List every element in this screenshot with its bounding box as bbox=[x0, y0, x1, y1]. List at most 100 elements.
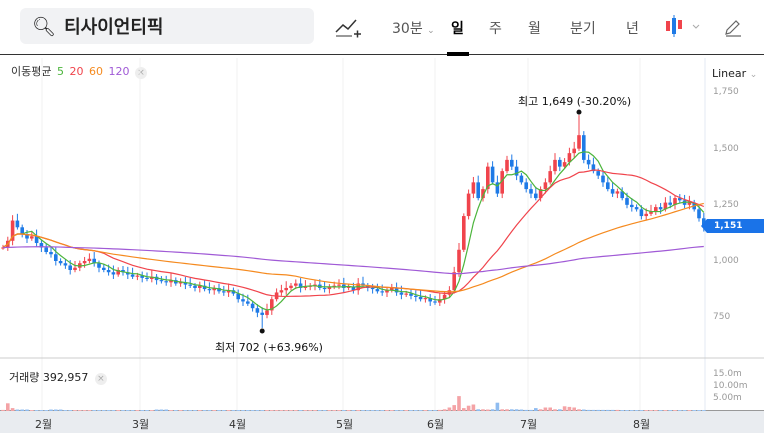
tab-quarter[interactable]: 분기 bbox=[570, 21, 596, 37]
candle-body bbox=[442, 294, 447, 300]
scale-dropdown[interactable]: Linear ⌄ bbox=[712, 67, 757, 80]
search-input[interactable]: 🔍︎ 티사이언티픽 bbox=[20, 8, 314, 44]
candle-body bbox=[15, 220, 20, 228]
volume-bar bbox=[274, 410, 279, 411]
add-indicator-icon[interactable] bbox=[334, 14, 364, 44]
volume-bar bbox=[116, 410, 120, 411]
volume-bar bbox=[327, 410, 332, 411]
interval-dropdown[interactable]: 30분 ⌄ bbox=[392, 18, 435, 38]
candle-body bbox=[673, 198, 677, 205]
volume-bar bbox=[380, 410, 384, 411]
volume-bar bbox=[289, 410, 293, 411]
chevron-down-icon: ⌄ bbox=[749, 70, 758, 80]
y-tick: 1,500 bbox=[713, 144, 739, 154]
volume-bar bbox=[399, 410, 404, 411]
volume-bar bbox=[6, 403, 10, 411]
volume-bar bbox=[140, 410, 144, 411]
candle-body bbox=[260, 312, 264, 315]
volume-bar bbox=[673, 410, 677, 411]
volume-bar bbox=[356, 410, 360, 411]
candle-body bbox=[265, 310, 269, 315]
candle-body bbox=[178, 282, 183, 284]
volume-bar bbox=[226, 410, 231, 411]
month-label: 3월 bbox=[132, 418, 150, 431]
candle-body bbox=[529, 189, 533, 194]
low-annotation: 최저 702 (+63.96%) bbox=[215, 341, 323, 354]
high-marker bbox=[576, 109, 582, 115]
volume-bar bbox=[92, 410, 96, 411]
volume-bar bbox=[255, 410, 260, 411]
candle-body bbox=[351, 286, 356, 291]
candle-body bbox=[385, 290, 389, 293]
volume-bar bbox=[481, 409, 485, 411]
candle-body bbox=[202, 285, 207, 290]
volume-bar bbox=[567, 406, 572, 411]
volume-bar bbox=[207, 410, 212, 411]
volume-bar bbox=[519, 409, 524, 411]
tab-week[interactable]: 주 bbox=[489, 21, 502, 37]
volume-bar bbox=[351, 410, 356, 411]
volume-tick: 10.00m bbox=[713, 381, 748, 391]
x-axis bbox=[0, 411, 764, 433]
volume-bar bbox=[20, 409, 24, 411]
candle-body bbox=[390, 287, 394, 291]
volume-bar bbox=[298, 410, 303, 411]
candle-body bbox=[188, 284, 192, 286]
close-icon[interactable]: × bbox=[134, 67, 147, 79]
volume-bar bbox=[159, 409, 164, 411]
volume-bar bbox=[375, 410, 380, 411]
candle-body bbox=[255, 308, 260, 313]
chevron-down-icon: ⌄ bbox=[427, 26, 435, 36]
volume-bar bbox=[370, 410, 375, 411]
volume-bar bbox=[130, 410, 135, 411]
candle-body bbox=[30, 236, 34, 239]
tab-month[interactable]: 월 bbox=[528, 21, 541, 37]
volume-bar bbox=[337, 410, 341, 411]
tab-day[interactable]: 일 bbox=[451, 21, 464, 37]
volume-bar bbox=[332, 410, 336, 411]
candle-body bbox=[634, 207, 639, 210]
candle-body bbox=[572, 148, 576, 154]
y-tick: 1,750 bbox=[713, 87, 739, 97]
candle-body bbox=[630, 204, 634, 208]
close-icon[interactable]: × bbox=[94, 373, 107, 385]
volume-bar bbox=[678, 410, 682, 411]
candle-body bbox=[606, 182, 610, 190]
volume-bar bbox=[639, 410, 644, 411]
volume-bar bbox=[346, 410, 351, 411]
volume-bar bbox=[510, 409, 514, 411]
candle-body bbox=[298, 283, 303, 288]
volume-bar bbox=[106, 410, 111, 411]
volume-bar bbox=[524, 409, 528, 411]
candle-body bbox=[654, 207, 658, 212]
volume-bar bbox=[164, 409, 168, 411]
volume-bar bbox=[313, 410, 317, 411]
candle-body bbox=[246, 301, 250, 304]
pencil-icon[interactable] bbox=[723, 17, 743, 37]
volume-bar bbox=[73, 410, 77, 411]
volume-bar bbox=[97, 410, 101, 411]
tab-year[interactable]: 년 bbox=[626, 21, 639, 37]
candle-icon[interactable] bbox=[664, 15, 704, 39]
candle-body bbox=[34, 236, 39, 244]
candle-body bbox=[620, 191, 624, 199]
candle-body bbox=[327, 286, 332, 290]
volume-bar bbox=[178, 410, 183, 411]
candle-body bbox=[481, 189, 485, 199]
volume-bar bbox=[414, 410, 418, 411]
volume-bar bbox=[270, 410, 274, 411]
volume-bar bbox=[610, 409, 615, 411]
volume-bar bbox=[591, 409, 596, 411]
candle-body bbox=[54, 254, 58, 261]
candle-body bbox=[486, 166, 490, 190]
volume-bar bbox=[409, 410, 413, 411]
volume-bar bbox=[500, 409, 504, 411]
candle-body bbox=[63, 263, 68, 266]
ma120: 120 bbox=[108, 65, 130, 78]
volume-bar bbox=[447, 407, 452, 411]
volume-bar bbox=[471, 404, 476, 411]
volume-bar bbox=[548, 407, 552, 411]
volume-legend: 거래량 392,957 × bbox=[9, 369, 107, 385]
interval-label: 30분 bbox=[392, 21, 423, 37]
